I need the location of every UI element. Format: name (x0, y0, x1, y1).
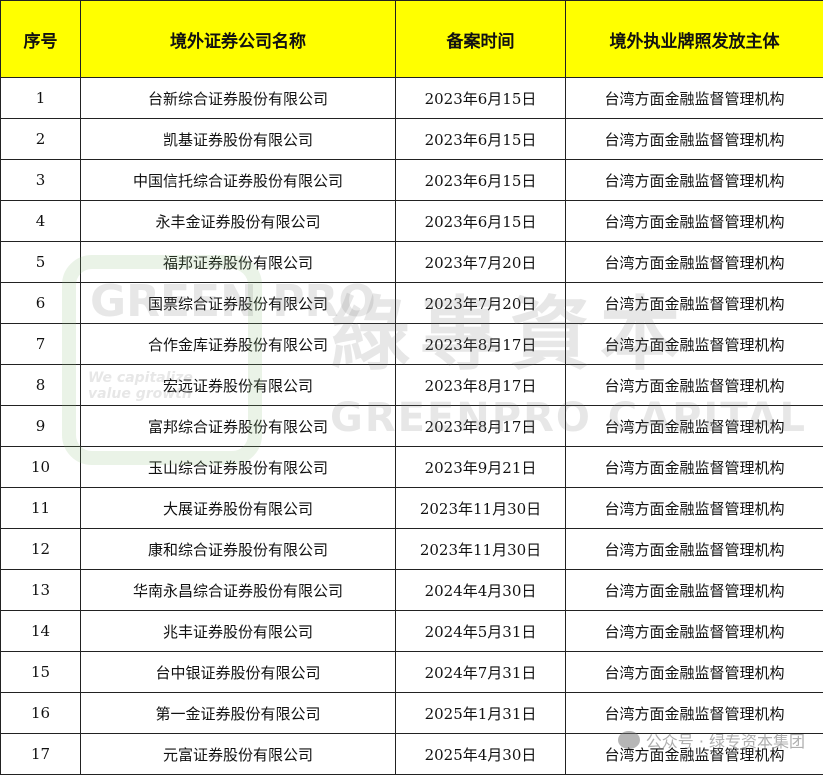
company-cell: 玉山综合证券股份有限公司 (81, 447, 396, 488)
company-cell: 台新综合证券股份有限公司 (81, 78, 396, 119)
date-cell: 2025年4月30日 (396, 734, 566, 775)
company-cell: 大展证券股份有限公司 (81, 488, 396, 529)
issuer-cell: 台湾方面金融监督管理机构 (566, 652, 823, 693)
index-cell: 5 (1, 242, 81, 283)
issuer-cell: 台湾方面金融监督管理机构 (566, 283, 823, 324)
index-cell: 15 (1, 652, 81, 693)
date-cell: 2025年1月31日 (396, 693, 566, 734)
index-cell: 17 (1, 734, 81, 775)
index-cell: 2 (1, 119, 81, 160)
header-date: 备案时间 (396, 1, 566, 78)
issuer-cell: 台湾方面金融监督管理机构 (566, 119, 823, 160)
company-cell: 台中银证券股份有限公司 (81, 652, 396, 693)
issuer-cell: 台湾方面金融监督管理机构 (566, 406, 823, 447)
index-cell: 4 (1, 201, 81, 242)
company-cell: 合作金库证券股份有限公司 (81, 324, 396, 365)
company-cell: 宏远证券股份有限公司 (81, 365, 396, 406)
header-row: 序号 境外证券公司名称 备案时间 境外执业牌照发放主体 (1, 1, 823, 78)
date-cell: 2023年8月17日 (396, 365, 566, 406)
issuer-cell: 台湾方面金融监督管理机构 (566, 611, 823, 652)
wechat-watermark: 公众号 · 绿专资本集团 (618, 728, 805, 752)
company-cell: 凯基证券股份有限公司 (81, 119, 396, 160)
issuer-cell: 台湾方面金融监督管理机构 (566, 201, 823, 242)
date-cell: 2023年8月17日 (396, 324, 566, 365)
issuer-cell: 台湾方面金融监督管理机构 (566, 365, 823, 406)
date-cell: 2024年7月31日 (396, 652, 566, 693)
issuer-cell: 台湾方面金融监督管理机构 (566, 529, 823, 570)
issuer-cell: 台湾方面金融监督管理机构 (566, 324, 823, 365)
index-cell: 14 (1, 611, 81, 652)
index-cell: 8 (1, 365, 81, 406)
company-cell: 元富证券股份有限公司 (81, 734, 396, 775)
header-company: 境外证券公司名称 (81, 1, 396, 78)
date-cell: 2023年6月15日 (396, 160, 566, 201)
index-cell: 16 (1, 693, 81, 734)
index-cell: 11 (1, 488, 81, 529)
date-cell: 2023年9月21日 (396, 447, 566, 488)
index-cell: 12 (1, 529, 81, 570)
index-cell: 6 (1, 283, 81, 324)
index-cell: 1 (1, 78, 81, 119)
company-cell: 永丰金证券股份有限公司 (81, 201, 396, 242)
issuer-cell: 台湾方面金融监督管理机构 (566, 570, 823, 611)
company-cell: 国票综合证券股份有限公司 (81, 283, 396, 324)
index-cell: 13 (1, 570, 81, 611)
wechat-account-text: 公众号 · 绿专资本集团 (646, 728, 805, 752)
date-cell: 2024年5月31日 (396, 611, 566, 652)
date-cell: 2023年7月20日 (396, 242, 566, 283)
company-cell: 福邦证券股份有限公司 (81, 242, 396, 283)
issuer-cell: 台湾方面金融监督管理机构 (566, 447, 823, 488)
issuer-cell: 台湾方面金融监督管理机构 (566, 488, 823, 529)
date-cell: 2024年4月30日 (396, 570, 566, 611)
issuer-cell: 台湾方面金融监督管理机构 (566, 78, 823, 119)
company-cell: 中国信托综合证券股份有限公司 (81, 160, 396, 201)
company-cell: 第一金证券股份有限公司 (81, 693, 396, 734)
issuer-cell: 台湾方面金融监督管理机构 (566, 160, 823, 201)
company-cell: 富邦综合证券股份有限公司 (81, 406, 396, 447)
date-cell: 2023年6月15日 (396, 119, 566, 160)
date-cell: 2023年6月15日 (396, 78, 566, 119)
company-cell: 兆丰证券股份有限公司 (81, 611, 396, 652)
company-cell: 华南永昌综合证券股份有限公司 (81, 570, 396, 611)
date-cell: 2023年6月15日 (396, 201, 566, 242)
wechat-icon (618, 731, 640, 749)
company-cell: 康和综合证券股份有限公司 (81, 529, 396, 570)
index-cell: 3 (1, 160, 81, 201)
header-issuer: 境外执业牌照发放主体 (566, 1, 823, 78)
issuer-cell: 台湾方面金融监督管理机构 (566, 242, 823, 283)
index-cell: 10 (1, 447, 81, 488)
date-cell: 2023年7月20日 (396, 283, 566, 324)
date-cell: 2023年11月30日 (396, 529, 566, 570)
index-cell: 7 (1, 324, 81, 365)
header-index: 序号 (1, 1, 81, 78)
date-cell: 2023年11月30日 (396, 488, 566, 529)
index-cell: 9 (1, 406, 81, 447)
date-cell: 2023年8月17日 (396, 406, 566, 447)
